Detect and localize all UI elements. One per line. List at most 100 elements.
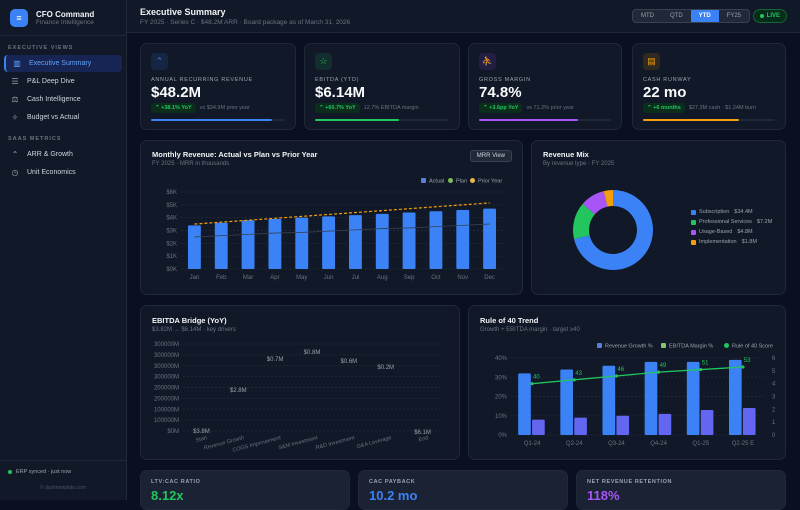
y-tick-label: $3K (166, 229, 177, 235)
y2-tick-label: 5 (772, 369, 776, 375)
kpi-value: 22 mo (643, 84, 687, 101)
list-icon: ☰ (11, 77, 19, 86)
kpi-delta: +6 months (653, 105, 681, 111)
slice-subscription (574, 190, 653, 270)
sidebar-item-executive-summary[interactable]: ▥ Executive Summary (4, 55, 122, 72)
kpi-progress-fill (315, 119, 400, 121)
kpi-label: ANNUAL RECURRING REVENUE (151, 77, 253, 83)
y-tick-label: 300000M (154, 375, 179, 381)
period-fy25-button[interactable]: FY25 (726, 13, 741, 19)
app-subtitle: Finance Intelligence (36, 18, 94, 26)
app-name: CFO Command (36, 9, 95, 19)
kpi-delta-badge: ⌃ +38.1% YoY (151, 103, 196, 113)
sidebar-item-unit-economics[interactable]: ◷ Unit Economics (4, 164, 122, 181)
actual-bar (268, 218, 282, 269)
sidebar-item-cash-intelligence[interactable]: ⚖ Cash Intelligence (4, 91, 122, 108)
sidebar-footer: ERP synced · just now © dashtemplate.com (0, 460, 126, 499)
legend-label: Plan (456, 179, 467, 185)
y-tick-label: $6K (166, 190, 177, 196)
score-point (656, 370, 661, 374)
y-tick-label: 0% (498, 433, 507, 439)
scale-icon: ⚖ (11, 95, 19, 104)
metric-card: LTV:CAC RATIO 8.12x (140, 470, 350, 510)
x-tick-label: Mar (243, 275, 253, 281)
y-tick-label: 40% (495, 356, 508, 362)
legend-item: Usage-Based $4.8M (691, 229, 772, 235)
prior-year-line (194, 202, 490, 225)
legend-swatch (691, 239, 696, 245)
score-label: 49 (660, 363, 667, 369)
legend-value: $7.2M (756, 219, 773, 225)
sidebar-item-label: Unit Economics (27, 169, 76, 176)
clock-icon: ◷ (11, 168, 19, 177)
sidebar-item-label: Executive Summary (29, 60, 92, 67)
chart-title: Rule of 40 Trend (480, 316, 539, 325)
kpi-progress-bar (643, 119, 775, 121)
ebitda-margin-bar (658, 413, 672, 435)
data-label: $0.6M (341, 359, 358, 365)
legend-swatch (421, 178, 426, 183)
sidebar-item-label: Cash Intelligence (27, 96, 81, 103)
legend-label: Actual (429, 179, 444, 185)
kpi-progress-fill (479, 119, 578, 121)
legend-item: Implementation $1.8M (691, 239, 772, 245)
legend-swatch (691, 219, 696, 225)
x-tick-label: Apr (270, 275, 279, 281)
legend-label: Rule of 40 Score (732, 344, 773, 350)
legend-item: Subscription $34.4M (691, 209, 772, 215)
period-mtd-button[interactable]: MTD (640, 13, 654, 19)
slice-implementation (603, 190, 613, 207)
legend-swatch (691, 209, 696, 215)
x-tick-label: Q2-24 (566, 441, 583, 447)
sidebar-item-p-l-deep-dive[interactable]: ☰ P&L Deep Dive (4, 73, 122, 90)
y-tick-label: 300000M (154, 342, 179, 348)
score-label: 51 (702, 361, 709, 367)
data-label: $0.2M (377, 365, 394, 371)
y-tick-label: $4K (166, 216, 177, 222)
x-tick-label: Feb (216, 275, 227, 281)
kpi-progress-fill (151, 119, 272, 121)
slice-professional-services (573, 203, 595, 240)
sidebar-item-budget-vs-actual[interactable]: ✧ Budget vs Actual (4, 109, 122, 126)
metric-value: 118% (587, 488, 620, 503)
period-ytd-button[interactable]: YTD (690, 10, 719, 22)
legend-swatch (724, 343, 729, 348)
x-tick-label: Jul (352, 275, 360, 281)
kpi-value: 74.8% (479, 84, 522, 101)
score-point (572, 378, 576, 382)
x-tick-label: G&A Leverage (356, 435, 392, 450)
metric-label: NET REVENUE RETENTION (587, 479, 673, 485)
data-label: $2.8M (230, 388, 247, 394)
rule-of-40-chart: 0% 10% 20% 30% 40% 0 1 2 3 4 5 6 Q1-24 Q2-24 Q3-24 Q4-2… (495, 343, 776, 447)
revenue-growth-bar (560, 369, 573, 435)
kpi-card: ☆ EBITDA (YTD) $6.14M ⌃ +60.7% YoY 12.7% … (304, 43, 460, 130)
sidebar-item-arr-growth[interactable]: ⌃ ARR & Growth (4, 146, 122, 163)
legend-swatch (448, 178, 453, 183)
y-tick-label: $5K (166, 203, 177, 209)
x-tick-label: End (418, 435, 429, 443)
x-tick-label: Nov (457, 275, 468, 281)
sidebar-item-label: P&L Deep Dive (27, 78, 75, 85)
revenue-growth-bar (602, 365, 616, 435)
y-tick-label: 100000M (154, 407, 179, 413)
actual-bar (295, 217, 309, 269)
kpi-value: $6.14M (315, 84, 366, 101)
kpi-progress-fill (643, 119, 740, 121)
y2-tick-label: 2 (772, 407, 776, 413)
y-tick-label: 30% (495, 375, 508, 381)
legend-swatch (661, 343, 666, 348)
legend-item: Professional Services $7.2M (691, 219, 772, 225)
chart-subtitle: Growth + EBITDA margin · target ≥40 (480, 327, 580, 333)
kpi-note: $27.3M cash · $1.24M burn (688, 105, 757, 111)
period-qtd-button[interactable]: QTD (669, 13, 683, 19)
monthly-revenue-card: Monthly Revenue: Actual vs Plan vs Prior… (140, 140, 523, 295)
mrr-view-button[interactable]: MRR View (469, 150, 512, 162)
live-badge: LIVE (752, 9, 787, 23)
nav-section-title: EXECUTIVE VIEWS (8, 45, 74, 51)
metric-card: CAC PAYBACK 10.2 mo (358, 470, 568, 510)
score-point (699, 367, 703, 372)
chart-subtitle: $3.82M → $6.14M · key drivers (152, 327, 236, 333)
y-tick-label: $0K (166, 267, 177, 273)
data-label: $3.8M (193, 429, 210, 435)
score-label: 53 (744, 358, 751, 364)
